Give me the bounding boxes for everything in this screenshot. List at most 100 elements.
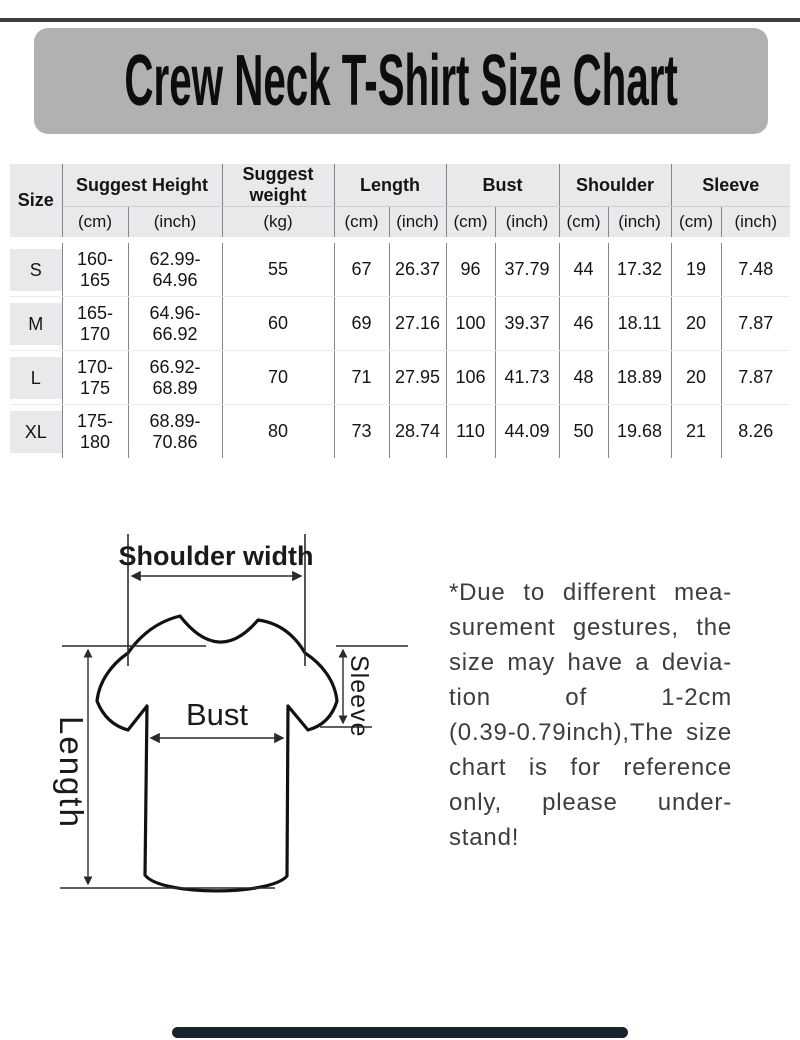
size-chart-table: Size Suggest Height Suggest weight Length Bu…: [10, 164, 791, 458]
size-chip: L: [10, 356, 62, 399]
shoulder-width-measure: [127, 534, 306, 666]
bust-label: Bust: [186, 697, 248, 732]
note-text: *Due to different mea-surement gestures,…: [449, 575, 732, 855]
data-cell: 165-170: [62, 296, 129, 351]
data-cell: 67: [334, 240, 390, 297]
size-cell: L: [10, 350, 63, 405]
data-cell: 17.32: [608, 240, 672, 297]
data-cell: 110: [446, 404, 496, 458]
data-cell: 170-175: [62, 350, 129, 405]
note-line: only, please under-: [449, 789, 732, 816]
table-row: L 170-175 66.92-68.89 70 71 27.95 106 41.73 48 18…: [10, 350, 791, 405]
data-cell: 73: [334, 404, 390, 458]
data-cell: 26.37: [389, 240, 447, 297]
tshirt-outline: [95, 614, 339, 893]
data-cell: 66.92-68.89: [128, 350, 223, 405]
sleeve-measure: [320, 645, 408, 728]
table-row: M 165-170 64.96-66.92 60 69 27.16 100 39.37 46 18…: [10, 296, 791, 351]
note-line: (0.39-0.79inch),The size: [449, 719, 732, 746]
subheader-cell: (cm): [62, 206, 129, 243]
header-cell: Suggest weight: [222, 164, 335, 207]
data-cell: 71: [334, 350, 390, 405]
data-cell: 20: [671, 350, 722, 405]
shoulder-width-label: Shoulder width: [119, 541, 314, 571]
data-cell: 7.48: [721, 240, 791, 297]
size-chip: XL: [10, 410, 62, 453]
data-cell: 19: [671, 240, 722, 297]
data-cell: 106: [446, 350, 496, 405]
data-cell: 50: [559, 404, 609, 458]
size-chart-section: Size Suggest Height Suggest weight Length Bu…: [10, 164, 791, 458]
subheader-cell: (inch): [128, 206, 223, 243]
size-chip: S: [10, 248, 62, 291]
subheader-cell: (kg): [222, 206, 335, 243]
header-cell: Bust: [446, 164, 560, 207]
data-cell: 18.11: [608, 296, 672, 351]
data-cell: 8.26: [721, 404, 791, 458]
note-line: size may have a devia-: [449, 649, 732, 676]
data-cell: 70: [222, 350, 335, 405]
size-cell: XL: [10, 404, 63, 458]
subheader-cell: (cm): [334, 206, 390, 243]
header-cell: Sleeve: [671, 164, 791, 207]
length-label: Length: [53, 716, 90, 829]
note-line: *Due to different mea-: [449, 579, 732, 606]
header-cell: Suggest Height: [62, 164, 223, 207]
size-chip: M: [10, 302, 62, 345]
title-banner: Crew Neck T-Shirt Size Chart: [34, 28, 768, 134]
data-cell: 18.89: [608, 350, 672, 405]
data-cell: 28.74: [389, 404, 447, 458]
subheader-cell: (inch): [495, 206, 560, 243]
data-cell: 48: [559, 350, 609, 405]
data-cell: 55: [222, 240, 335, 297]
data-cell: 60: [222, 296, 335, 351]
table-body: S 160-165 62.99-64.96 55 67 26.37 96 37.79 44 17.…: [10, 240, 791, 458]
data-cell: 21: [671, 404, 722, 458]
data-cell: 27.16: [389, 296, 447, 351]
data-cell: 41.73: [495, 350, 560, 405]
data-cell: 44: [559, 240, 609, 297]
top-divider-line: [0, 18, 800, 22]
header-cell: Shoulder: [559, 164, 672, 207]
data-cell: 100: [446, 296, 496, 351]
header-cell: Length: [334, 164, 447, 207]
data-cell: 39.37: [495, 296, 560, 351]
data-cell: 20: [671, 296, 722, 351]
note-line: tion of 1-2cm: [449, 684, 732, 711]
data-cell: 80: [222, 404, 335, 458]
data-cell: 64.96-66.92: [128, 296, 223, 351]
subheader-cell: (cm): [446, 206, 496, 243]
note-line: surement gestures, the: [449, 614, 732, 641]
data-cell: 44.09: [495, 404, 560, 458]
size-cell: S: [10, 240, 63, 297]
data-cell: 46: [559, 296, 609, 351]
data-cell: 27.95: [389, 350, 447, 405]
note-line: chart is for reference: [449, 754, 732, 781]
subheader-cell: (inch): [721, 206, 791, 243]
subheader-cell: (inch): [608, 206, 672, 243]
data-cell: 160-165: [62, 240, 129, 297]
table-row: XL 175-180 68.89-70.86 80 73 28.74 110 44.09 50 1…: [10, 404, 791, 458]
note-line: stand!: [449, 824, 520, 851]
data-cell: 19.68: [608, 404, 672, 458]
data-cell: 7.87: [721, 350, 791, 405]
tshirt-diagram: Shoulder width Length Bust Sleeve: [53, 534, 408, 893]
subheader-cell: (inch): [389, 206, 447, 243]
length-measure: [60, 645, 275, 889]
page-title: Crew Neck T-Shirt Size Chart: [124, 41, 678, 121]
data-cell: 62.99-64.96: [128, 240, 223, 297]
data-cell: 68.89-70.86: [128, 404, 223, 458]
header-unit-row: (cm) (inch) (kg) (cm) (inch) (cm) (inch) (cm) (i…: [10, 206, 791, 243]
data-cell: 175-180: [62, 404, 129, 458]
data-cell: 7.87: [721, 296, 791, 351]
size-cell: M: [10, 296, 63, 351]
sleeve-label: Sleeve: [345, 655, 373, 737]
header-cell: Size: [10, 164, 63, 243]
subheader-cell: (cm): [671, 206, 722, 243]
data-cell: 96: [446, 240, 496, 297]
table-header: Size Suggest Height Suggest weight Length Bu…: [10, 164, 791, 243]
header-group-row: Size Suggest Height Suggest weight Length Bu…: [10, 164, 791, 243]
subheader-cell: (cm): [559, 206, 609, 243]
data-cell: 37.79: [495, 240, 560, 297]
home-indicator-bar: [172, 1027, 628, 1038]
